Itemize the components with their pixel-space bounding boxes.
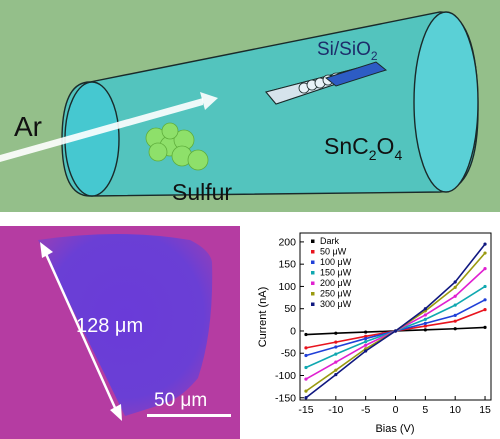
y-tick-label: 150 <box>278 259 296 271</box>
data-point <box>364 330 368 334</box>
data-point <box>304 396 308 400</box>
data-point <box>334 360 338 364</box>
precursor-label: SnC2O4 <box>324 133 402 163</box>
legend-marker <box>311 250 315 254</box>
tube-right-end <box>413 11 479 193</box>
y-tick-label: 0 <box>290 325 296 337</box>
data-point <box>304 377 308 381</box>
substrate-label: Si/SiO2 <box>317 39 378 63</box>
data-point <box>364 340 368 344</box>
data-point <box>483 251 487 255</box>
data-point <box>334 368 338 372</box>
legend-entry: 250 μW <box>320 289 352 299</box>
data-point <box>334 345 338 349</box>
y-tick-label: 100 <box>278 281 296 293</box>
data-point <box>304 346 308 350</box>
x-tick-label: 15 <box>479 404 491 416</box>
data-point <box>483 298 487 302</box>
data-point <box>423 313 427 317</box>
y-tick-label: -100 <box>275 370 296 382</box>
data-point <box>483 242 487 246</box>
data-point <box>483 325 487 330</box>
gas-label: Ar <box>14 111 42 142</box>
gas-flow-arrow <box>0 98 203 162</box>
data-point <box>453 303 457 307</box>
legend-marker <box>311 271 315 275</box>
x-axis-label: Bias (V) <box>375 423 414 435</box>
data-point <box>334 373 338 377</box>
x-tick-label: 10 <box>449 404 461 416</box>
size-label: 128 μm <box>76 315 143 337</box>
data-point <box>453 327 457 331</box>
flake <box>38 234 213 416</box>
data-point <box>364 349 368 353</box>
data-point <box>423 307 427 311</box>
data-point <box>453 319 457 323</box>
data-point <box>453 280 457 284</box>
legend-entry: 200 μW <box>320 278 352 288</box>
legend-marker <box>311 239 315 243</box>
data-point <box>304 389 308 393</box>
data-point <box>334 331 338 335</box>
data-point <box>334 340 338 344</box>
substrate <box>324 61 388 87</box>
y-tick-label: 50 <box>284 303 296 315</box>
legend-entry: 50 μW <box>320 247 347 257</box>
size-arrowhead-bottom <box>110 404 122 421</box>
x-tick-label: -5 <box>361 404 370 416</box>
data-point <box>393 329 398 333</box>
gas-flow-arrowhead <box>200 92 218 110</box>
y-axis-label: Current (nA) <box>257 287 269 348</box>
scalebar-label: 50 μm <box>154 390 207 411</box>
legend-entry: 150 μW <box>320 268 352 278</box>
x-tick-label: -15 <box>298 404 313 416</box>
x-tick-label: -10 <box>328 404 343 416</box>
size-arrow <box>44 253 118 411</box>
legend-marker <box>311 302 315 306</box>
data-point <box>423 321 427 326</box>
legend-marker <box>311 292 315 296</box>
series-lines <box>304 242 487 400</box>
data-point <box>364 336 368 341</box>
legend-marker <box>311 260 315 264</box>
data-point <box>423 328 427 332</box>
data-point <box>423 317 427 321</box>
data-point <box>483 284 487 289</box>
sulfur-label: Sulfur <box>172 179 232 205</box>
legend-entry: 100 μW <box>320 257 352 267</box>
data-point <box>453 313 457 317</box>
data-point <box>304 353 308 358</box>
data-point <box>364 343 368 347</box>
data-point <box>483 267 487 271</box>
legend-entry: 300 μW <box>320 299 352 309</box>
x-tick-label: 5 <box>422 404 428 416</box>
data-point <box>453 294 457 298</box>
legend-marker <box>311 281 315 285</box>
data-point <box>304 332 308 337</box>
y-tick-label: 200 <box>278 236 296 248</box>
legend-entry: Dark <box>320 236 340 246</box>
y-tick-label: -150 <box>275 392 296 404</box>
data-point <box>483 307 487 312</box>
data-point <box>304 365 308 370</box>
data-point <box>453 285 457 289</box>
sulfur-spheres <box>145 122 209 171</box>
data-point <box>364 334 368 338</box>
size-arrowhead-top <box>40 242 53 258</box>
data-point <box>334 352 338 356</box>
x-tick-label: 0 <box>393 404 399 416</box>
scalebar <box>147 414 231 417</box>
y-tick-label: -50 <box>281 348 296 360</box>
data-point <box>423 324 427 328</box>
